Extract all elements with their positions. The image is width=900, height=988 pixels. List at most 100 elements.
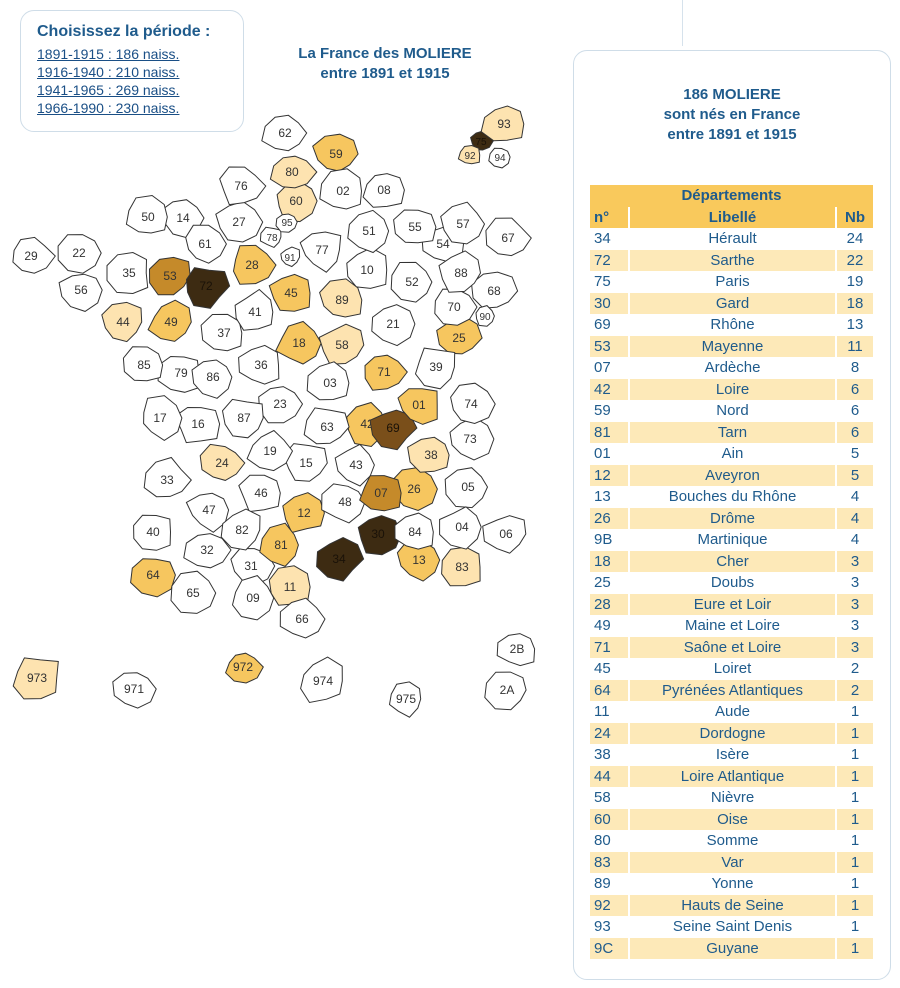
department-76[interactable]: [219, 166, 267, 206]
department-43[interactable]: [334, 443, 375, 487]
department-71[interactable]: [364, 354, 408, 391]
department-40[interactable]: [133, 514, 172, 551]
department-25[interactable]: [436, 315, 483, 355]
department-69[interactable]: [369, 409, 418, 451]
department-18[interactable]: [275, 320, 322, 365]
department-12[interactable]: [282, 492, 325, 534]
period-link-1966-1990[interactable]: 1966-1990 : 230 naiss.: [37, 100, 180, 116]
department-label-28: 28: [245, 258, 259, 272]
table-row: 45 Loiret 2: [590, 658, 873, 680]
department-64[interactable]: [130, 558, 176, 598]
department-57[interactable]: [440, 201, 486, 245]
department-53[interactable]: [148, 256, 191, 296]
department-95[interactable]: [275, 213, 298, 233]
department-94[interactable]: [488, 147, 511, 169]
period-link-1941-1965[interactable]: 1941-1965 : 269 naiss.: [37, 82, 180, 98]
department-21[interactable]: [371, 304, 416, 347]
department-50[interactable]: [125, 194, 168, 234]
department-89[interactable]: [319, 278, 363, 318]
department-39[interactable]: [414, 347, 456, 390]
department-85[interactable]: [122, 346, 164, 382]
department-27[interactable]: [215, 200, 264, 243]
department-32[interactable]: [183, 533, 232, 569]
department-48[interactable]: [321, 483, 366, 524]
department-68[interactable]: [470, 271, 519, 309]
cell-nb: 18: [837, 292, 873, 314]
department-81[interactable]: [259, 522, 299, 567]
department-66[interactable]: [279, 597, 326, 639]
department-04[interactable]: [439, 506, 482, 550]
department-65[interactable]: [170, 570, 217, 614]
department-28[interactable]: [232, 244, 277, 285]
department-90[interactable]: [475, 305, 495, 327]
department-973[interactable]: [12, 657, 59, 700]
department-93[interactable]: [480, 105, 525, 142]
department-label-01: 01: [412, 398, 426, 412]
department-36[interactable]: [238, 344, 280, 385]
department-33[interactable]: [143, 456, 192, 498]
department-01[interactable]: [397, 388, 438, 425]
department-10[interactable]: [346, 247, 388, 289]
department-30[interactable]: [357, 515, 402, 556]
department-58[interactable]: [318, 323, 365, 365]
department-05[interactable]: [444, 467, 489, 509]
department-86[interactable]: [191, 359, 233, 399]
department-06[interactable]: [482, 515, 527, 554]
department-45[interactable]: [268, 273, 311, 312]
department-971[interactable]: [112, 672, 157, 709]
department-67[interactable]: [485, 217, 532, 257]
department-84[interactable]: [394, 512, 434, 550]
department-83[interactable]: [441, 546, 481, 587]
department-17[interactable]: [143, 395, 183, 441]
department-59[interactable]: [312, 133, 359, 172]
col-lib-header: Libellé: [630, 206, 835, 228]
department-46[interactable]: [238, 474, 281, 513]
department-975[interactable]: [388, 681, 422, 718]
department-63[interactable]: [303, 407, 350, 445]
department-38[interactable]: [407, 436, 450, 473]
department-24[interactable]: [199, 443, 246, 481]
department-19[interactable]: [246, 429, 294, 472]
department-72[interactable]: [185, 267, 231, 309]
department-80[interactable]: [269, 155, 318, 189]
department-92[interactable]: [457, 144, 481, 165]
department-29[interactable]: [12, 236, 56, 274]
department-91[interactable]: [280, 246, 301, 268]
department-37[interactable]: [200, 313, 243, 352]
department-56[interactable]: [58, 273, 103, 312]
department-09[interactable]: [231, 575, 275, 621]
department-55[interactable]: [393, 209, 437, 244]
department-03[interactable]: [306, 361, 350, 401]
department-07[interactable]: [359, 475, 402, 512]
department-34[interactable]: [316, 536, 365, 582]
department-47[interactable]: [185, 492, 230, 533]
department-61[interactable]: [185, 224, 227, 264]
department-52[interactable]: [390, 261, 433, 303]
table-row: 18 Cher 3: [590, 550, 873, 572]
period-link-1891-1915[interactable]: 1891-1915 : 186 naiss.: [37, 46, 180, 62]
period-link-1916-1940[interactable]: 1916-1940 : 210 naiss.: [37, 64, 180, 80]
department-02[interactable]: [319, 168, 363, 210]
department-44[interactable]: [101, 301, 143, 343]
department-74[interactable]: [450, 382, 496, 425]
department-77[interactable]: [299, 231, 342, 273]
department-62[interactable]: [261, 114, 308, 152]
department-972[interactable]: [225, 652, 264, 684]
department-82[interactable]: [220, 508, 261, 551]
department-51[interactable]: [347, 209, 390, 254]
cell-num: 42: [590, 378, 628, 400]
department-22[interactable]: [57, 234, 102, 274]
department-08[interactable]: [362, 173, 405, 208]
department-41[interactable]: [234, 288, 274, 331]
department-2A[interactable]: [484, 671, 527, 711]
department-87[interactable]: [221, 398, 264, 439]
department-974[interactable]: [300, 656, 343, 704]
department-35[interactable]: [106, 251, 149, 295]
department-70[interactable]: [434, 288, 478, 326]
department-49[interactable]: [147, 299, 192, 342]
table-row: 58 Nièvre 1: [590, 787, 873, 809]
department-60[interactable]: [276, 180, 318, 223]
department-2B[interactable]: [496, 633, 536, 667]
department-88[interactable]: [438, 250, 482, 293]
department-78[interactable]: [259, 226, 282, 248]
